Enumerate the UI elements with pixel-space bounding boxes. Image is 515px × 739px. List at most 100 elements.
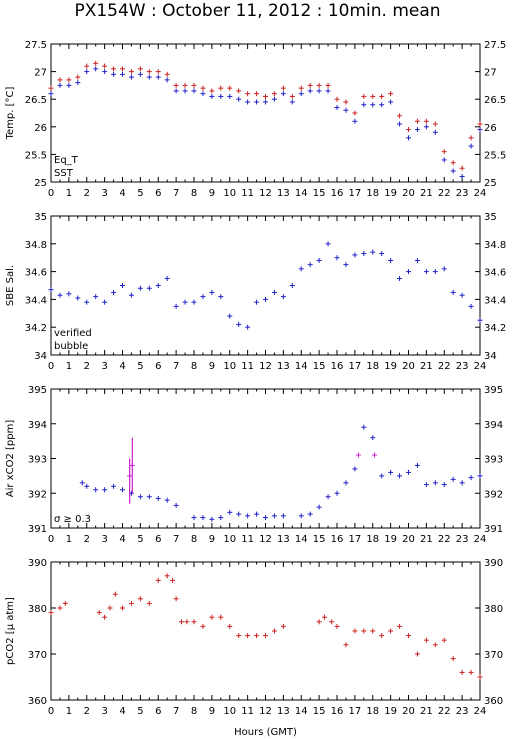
y-tick-label-left: 34 [34, 351, 47, 362]
x-tick-label: 15 [313, 361, 326, 372]
x-tick-label: 9 [209, 706, 215, 717]
y-tick-label-left: 34.8 [25, 240, 47, 251]
legend-entry: bubble [54, 341, 88, 352]
y-tick-label-right: 34.6 [484, 268, 506, 279]
x-tick-label: 4 [119, 706, 125, 717]
x-tick-label: 20 [402, 706, 415, 717]
x-tick-label: 21 [420, 706, 433, 717]
x-tick-label: 17 [349, 534, 362, 545]
x-tick-label: 19 [384, 706, 397, 717]
x-tick-label: 11 [241, 361, 254, 372]
y-tick-label-left: 34.6 [25, 268, 47, 279]
x-tick-label: 15 [313, 188, 326, 199]
x-tick-label: 14 [295, 188, 308, 199]
chart-title: PX154W : October 11, 2012 : 10min. mean [74, 1, 441, 21]
y-tick-label-right: 360 [484, 696, 503, 707]
y-tick-label-right: 35 [484, 212, 497, 223]
x-tick-label: 0 [48, 361, 54, 372]
legend-entry: Eq_T [54, 155, 79, 166]
y-tick-label-right: 26 [484, 123, 497, 134]
y-tick-label-right: 34.4 [484, 295, 506, 306]
x-tick-label: 15 [313, 534, 326, 545]
x-tick-label: 21 [420, 361, 433, 372]
x-tick-label: 3 [101, 361, 107, 372]
y-tick-label-right: 27 [484, 68, 497, 79]
x-tick-label: 18 [366, 188, 379, 199]
x-tick-label: 15 [313, 706, 326, 717]
x-tick-label: 11 [241, 534, 254, 545]
x-tick-label: 19 [384, 534, 397, 545]
plot-frame-0 [50, 43, 481, 183]
x-tick-label: 8 [191, 361, 197, 372]
y-tick-label-left: 34.4 [25, 295, 47, 306]
y-tick-label-left: 392 [28, 489, 47, 500]
x-tick-label: 23 [456, 706, 469, 717]
legend-entry: σ ≥ 0.3 [54, 514, 91, 525]
x-tick-label: 12 [259, 706, 272, 717]
legend-entry: SST [54, 168, 74, 179]
x-tick-label: 5 [137, 706, 143, 717]
x-tick-label: 22 [438, 534, 451, 545]
y-tick-label-left: 360 [28, 696, 47, 707]
plot-frame-2 [50, 388, 481, 529]
x-tick-label: 8 [191, 706, 197, 717]
y-axis-label: SBE Sal. [5, 265, 16, 306]
y-tick-label-left: 25.5 [25, 150, 47, 161]
x-tick-label: 3 [101, 706, 107, 717]
y-tick-label-right: 392 [484, 489, 503, 500]
x-tick-label: 1 [66, 188, 72, 199]
x-tick-label: 11 [241, 706, 254, 717]
x-tick-label: 1 [66, 706, 72, 717]
x-tick-label: 17 [349, 706, 362, 717]
x-tick-label: 3 [101, 534, 107, 545]
x-tick-label: 13 [277, 188, 290, 199]
x-tick-label: 13 [277, 361, 290, 372]
x-tick-label: 14 [295, 361, 308, 372]
y-tick-label-left: 26.5 [25, 95, 47, 106]
x-tick-label: 2 [84, 534, 90, 545]
y-tick-label-left: 25 [34, 178, 47, 189]
plot-frame-1 [50, 215, 481, 356]
x-tick-label: 11 [241, 188, 254, 199]
x-tick-label: 2 [84, 361, 90, 372]
x-tick-label: 7 [173, 534, 179, 545]
x-tick-label: 19 [384, 361, 397, 372]
y-tick-label-left: 380 [28, 604, 47, 615]
x-tick-label: 24 [474, 361, 487, 372]
x-tick-label: 18 [366, 706, 379, 717]
x-tick-label: 1 [66, 534, 72, 545]
y-tick-label-left: 390 [28, 558, 47, 569]
y-tick-label-right: 25 [484, 178, 497, 189]
x-tick-label: 17 [349, 361, 362, 372]
x-tick-label: 17 [349, 188, 362, 199]
x-tick-label: 14 [295, 706, 308, 717]
x-tick-label: 8 [191, 188, 197, 199]
x-tick-label: 10 [223, 534, 236, 545]
y-tick-label-right: 370 [484, 650, 503, 661]
x-tick-label: 22 [438, 188, 451, 199]
x-tick-label: 18 [366, 534, 379, 545]
y-tick-label-right: 390 [484, 558, 503, 569]
x-tick-label: 20 [402, 361, 415, 372]
y-tick-label-right: 393 [484, 455, 503, 466]
x-tick-label: 5 [137, 361, 143, 372]
x-tick-label: 13 [277, 534, 290, 545]
x-tick-label: 24 [474, 706, 487, 717]
y-tick-label-left: 393 [28, 455, 47, 466]
x-tick-label: 6 [155, 534, 161, 545]
y-axis-label: pCO2 [μ atm] [5, 597, 16, 665]
x-tick-label: 16 [331, 188, 344, 199]
x-tick-label: 9 [209, 188, 215, 199]
x-tick-label: 5 [137, 188, 143, 199]
x-tick-label: 10 [223, 188, 236, 199]
x-tick-label: 1 [66, 361, 72, 372]
x-tick-label: 3 [101, 188, 107, 199]
x-axis-label: Hours (GMT) [234, 727, 297, 738]
x-tick-label: 23 [456, 534, 469, 545]
x-tick-label: 21 [420, 534, 433, 545]
x-tick-label: 0 [48, 706, 54, 717]
x-tick-label: 24 [474, 534, 487, 545]
x-tick-label: 21 [420, 188, 433, 199]
y-tick-label-right: 395 [484, 385, 503, 396]
